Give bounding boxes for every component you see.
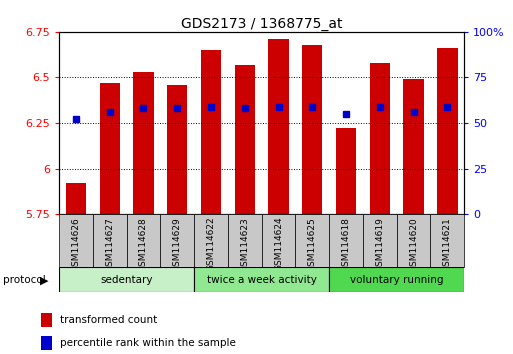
Text: GSM114627: GSM114627 [105, 217, 114, 272]
Text: GSM114628: GSM114628 [139, 217, 148, 272]
Text: GSM114620: GSM114620 [409, 217, 418, 272]
Bar [167, 85, 187, 214]
Bar [201, 50, 221, 214]
Bar [403, 79, 424, 214]
Bar [100, 83, 120, 214]
Bar [194, 267, 329, 292]
Bar [127, 214, 160, 267]
Text: ▶: ▶ [40, 276, 48, 286]
Bar [228, 214, 262, 267]
Bar [336, 129, 356, 214]
Bar [93, 214, 127, 267]
Bar [66, 183, 86, 214]
Bar [397, 214, 430, 267]
Bar [370, 63, 390, 214]
Bar [234, 65, 255, 214]
Bar [133, 72, 153, 214]
Text: GSM114623: GSM114623 [240, 217, 249, 272]
Text: transformed count: transformed count [60, 315, 157, 325]
Bar [430, 214, 464, 267]
Bar [262, 214, 295, 267]
Bar [302, 45, 322, 214]
Text: GSM114629: GSM114629 [173, 217, 182, 272]
Text: percentile rank within the sample: percentile rank within the sample [60, 338, 236, 348]
Bar [194, 214, 228, 267]
Bar [59, 214, 93, 267]
Text: GSM114626: GSM114626 [71, 217, 81, 272]
Text: voluntary running: voluntary running [350, 275, 443, 285]
Text: GSM114618: GSM114618 [342, 217, 350, 272]
Bar [160, 214, 194, 267]
Text: GSM114619: GSM114619 [376, 217, 384, 272]
Text: GSM114624: GSM114624 [274, 217, 283, 272]
Text: protocol: protocol [3, 275, 45, 285]
Bar [295, 214, 329, 267]
Title: GDS2173 / 1368775_at: GDS2173 / 1368775_at [181, 17, 342, 31]
Text: sedentary: sedentary [100, 275, 153, 285]
Text: GSM114622: GSM114622 [206, 217, 215, 272]
Bar [329, 214, 363, 267]
Bar [329, 267, 464, 292]
Text: GSM114625: GSM114625 [308, 217, 317, 272]
Text: twice a week activity: twice a week activity [207, 275, 317, 285]
Bar [268, 39, 289, 214]
Bar [437, 48, 458, 214]
Bar [363, 214, 397, 267]
Text: GSM114621: GSM114621 [443, 217, 452, 272]
Bar [59, 267, 194, 292]
